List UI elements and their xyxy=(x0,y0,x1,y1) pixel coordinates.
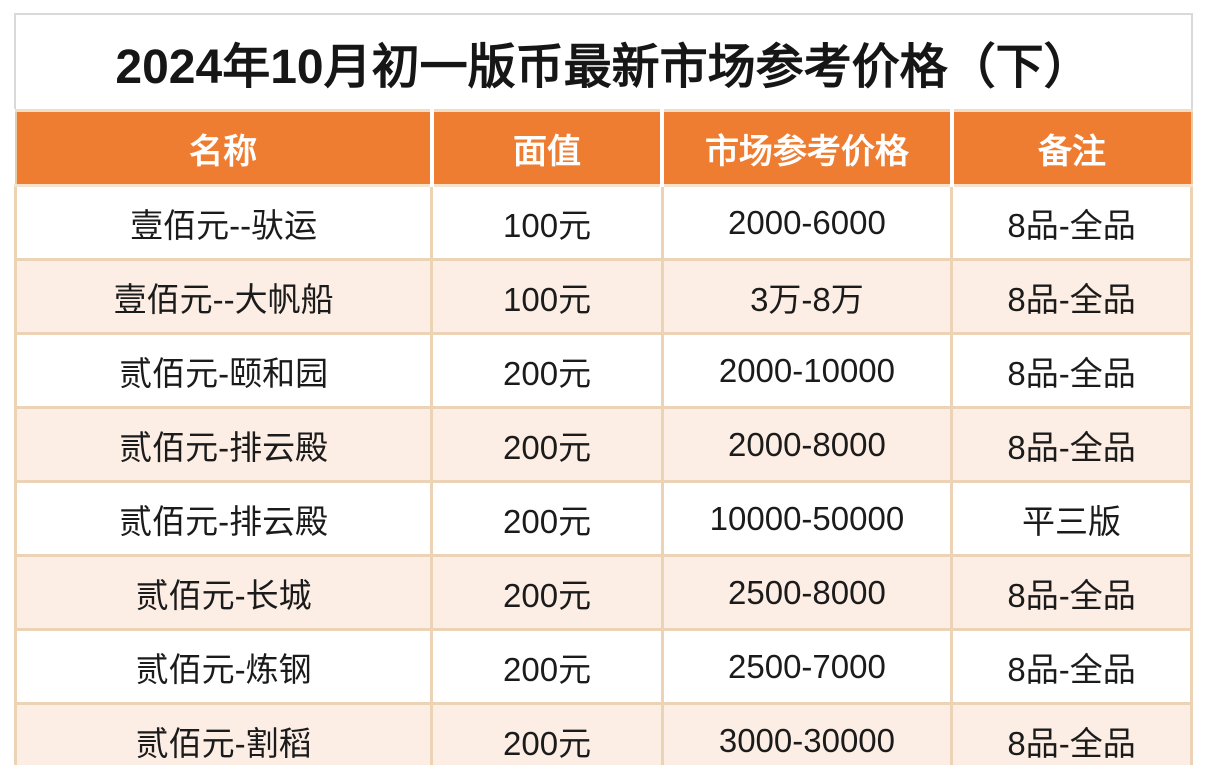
cell-market-price: 3000-30000 xyxy=(660,702,954,765)
cell-name: 贰佰元-炼钢 xyxy=(13,628,434,705)
cell-face-value: 100元 xyxy=(430,258,664,335)
cell-face-value: 200元 xyxy=(430,480,664,557)
table-row: 贰佰元-炼钢 200元 2500-7000 8品-全品 xyxy=(13,628,1193,705)
cell-face-value: 200元 xyxy=(430,702,664,765)
cell-note: 8品-全品 xyxy=(950,184,1193,261)
cell-market-price: 10000-50000 xyxy=(660,480,954,557)
cell-face-value: 200元 xyxy=(430,406,664,483)
table-row: 壹佰元--大帆船 100元 3万-8万 8品-全品 xyxy=(13,258,1193,335)
cell-note: 8品-全品 xyxy=(950,332,1193,409)
cell-note: 8品-全品 xyxy=(950,628,1193,705)
cell-market-price: 2000-8000 xyxy=(660,406,954,483)
cell-market-price: 2500-8000 xyxy=(660,554,954,631)
cell-face-value: 200元 xyxy=(430,554,664,631)
price-table-card: 2024年10月初一版币最新市场参考价格（下） 名称 面值 市场参考价格 备注 … xyxy=(13,13,1193,765)
cell-name: 贰佰元-长城 xyxy=(13,554,434,631)
cell-face-value: 200元 xyxy=(430,628,664,705)
cell-face-value: 100元 xyxy=(430,184,664,261)
cell-market-price: 3万-8万 xyxy=(660,258,954,335)
table-header-row: 名称 面值 市场参考价格 备注 xyxy=(14,109,1193,187)
table-row: 壹佰元--驮运 100元 2000-6000 8品-全品 xyxy=(13,184,1193,261)
cell-name: 贰佰元-割稻 xyxy=(13,702,434,765)
cell-note: 8品-全品 xyxy=(950,554,1193,631)
cell-note: 平三版 xyxy=(950,480,1193,557)
cell-name: 贰佰元-排云殿 xyxy=(13,480,434,557)
table-row: 贰佰元-长城 200元 2500-8000 8品-全品 xyxy=(13,554,1193,631)
table-body: 壹佰元--驮运 100元 2000-6000 8品-全品 壹佰元--大帆船 10… xyxy=(13,184,1193,765)
price-table: 名称 面值 市场参考价格 备注 壹佰元--驮运 100元 2000-6000 8… xyxy=(13,109,1193,765)
page-title: 2024年10月初一版币最新市场参考价格（下） xyxy=(14,13,1193,109)
cell-name: 壹佰元--驮运 xyxy=(13,184,434,261)
column-header-market-price: 市场参考价格 xyxy=(660,109,952,187)
cell-name: 贰佰元-颐和园 xyxy=(13,332,434,409)
table-row: 贰佰元-排云殿 200元 10000-50000 平三版 xyxy=(13,480,1193,557)
column-header-face-value: 面值 xyxy=(429,109,663,187)
cell-market-price: 2000-6000 xyxy=(660,184,954,261)
cell-note: 8品-全品 xyxy=(950,702,1193,765)
table-row: 贰佰元-割稻 200元 3000-30000 8品-全品 xyxy=(13,702,1193,765)
column-header-name: 名称 xyxy=(14,109,432,187)
table-row: 贰佰元-排云殿 200元 2000-8000 8品-全品 xyxy=(13,406,1193,483)
cell-name: 贰佰元-排云殿 xyxy=(13,406,434,483)
cell-face-value: 200元 xyxy=(430,332,664,409)
cell-market-price: 2500-7000 xyxy=(660,628,954,705)
cell-note: 8品-全品 xyxy=(950,406,1193,483)
cell-market-price: 2000-10000 xyxy=(660,332,954,409)
column-header-note: 备注 xyxy=(949,109,1193,187)
cell-name: 壹佰元--大帆船 xyxy=(13,258,434,335)
cell-note: 8品-全品 xyxy=(950,258,1193,335)
table-row: 贰佰元-颐和园 200元 2000-10000 8品-全品 xyxy=(13,332,1193,409)
